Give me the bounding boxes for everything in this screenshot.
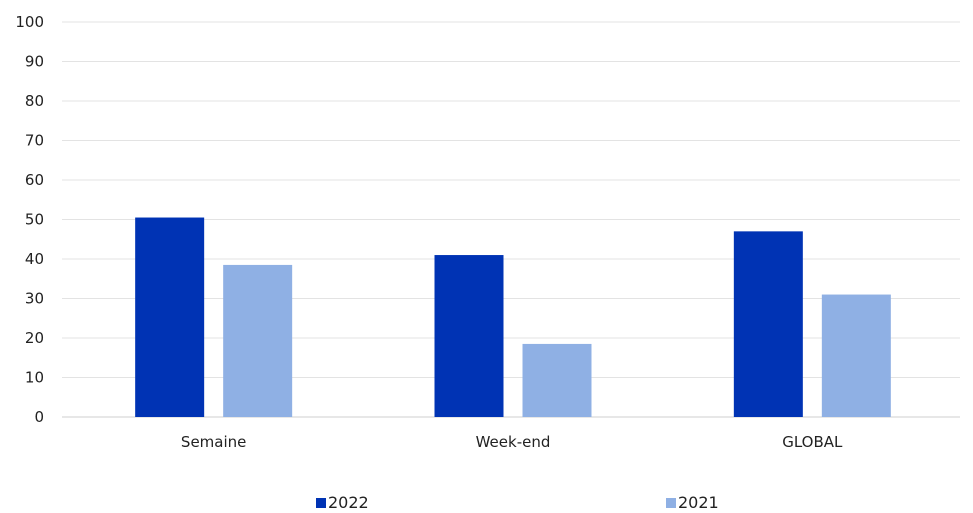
bar-2022-week-end [434,255,504,417]
y-tick-label: 20 [25,329,44,347]
legend-label-2021: 2021 [678,493,719,512]
y-tick-label: 50 [25,211,44,229]
x-category-label: GLOBAL [782,433,843,451]
x-category-label: Week-end [476,433,551,451]
bar-2021-week-end [522,343,592,417]
bar-2022-semaine [135,217,205,417]
y-tick-label: 60 [25,171,44,189]
bar-2021-semaine [223,264,293,417]
y-tick-label: 40 [25,250,44,268]
legend-label-2022: 2022 [328,493,369,512]
y-tick-label: 90 [25,53,44,71]
y-tick-label: 30 [25,290,44,308]
y-tick-label: 10 [25,369,44,387]
x-axis-categories: Semaine Week-end GLOBAL [181,433,843,451]
y-axis-ticks: 0 10 20 30 40 50 60 70 80 90 100 [15,13,44,426]
bar-2021-global [821,294,891,417]
bars [135,217,891,417]
y-tick-label: 100 [15,13,44,31]
y-tick-label: 0 [34,408,44,426]
bar-2022-global [733,231,803,417]
legend-swatch-2022 [316,498,326,508]
y-tick-label: 70 [25,132,44,150]
x-category-label: Semaine [181,433,246,451]
y-tick-label: 80 [25,92,44,110]
legend-swatch-2021 [666,498,676,508]
grid-lines [62,21,960,418]
legend: 2022 2021 [316,493,719,512]
